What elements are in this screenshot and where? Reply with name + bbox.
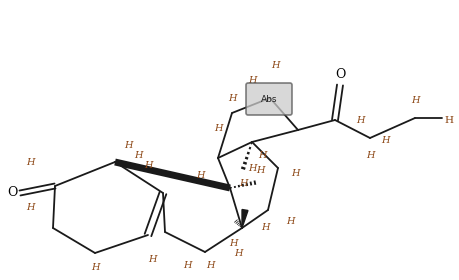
Text: H: H bbox=[366, 151, 374, 160]
Text: H: H bbox=[229, 239, 237, 248]
Text: H: H bbox=[214, 123, 222, 132]
Polygon shape bbox=[242, 209, 248, 228]
Text: H: H bbox=[411, 95, 419, 104]
Text: Abs: Abs bbox=[261, 95, 277, 104]
Text: H: H bbox=[239, 179, 247, 188]
Text: H: H bbox=[234, 249, 242, 258]
Text: H: H bbox=[26, 204, 34, 213]
Text: H: H bbox=[291, 169, 299, 178]
Text: H: H bbox=[248, 76, 256, 85]
Text: H: H bbox=[206, 260, 214, 269]
Text: H: H bbox=[91, 263, 99, 272]
Text: O: O bbox=[7, 186, 17, 200]
Text: H: H bbox=[286, 218, 294, 227]
Text: H: H bbox=[228, 94, 236, 102]
Text: H: H bbox=[271, 60, 279, 69]
Text: H: H bbox=[261, 223, 269, 232]
Text: H: H bbox=[444, 116, 453, 125]
Text: O: O bbox=[335, 67, 345, 81]
Text: H: H bbox=[124, 141, 132, 150]
Text: H: H bbox=[183, 260, 191, 269]
Text: H: H bbox=[258, 151, 266, 160]
Text: H: H bbox=[381, 136, 389, 144]
Text: H: H bbox=[248, 164, 256, 172]
FancyBboxPatch shape bbox=[246, 83, 292, 115]
Text: H: H bbox=[148, 255, 156, 265]
Text: H: H bbox=[356, 116, 364, 125]
Text: H: H bbox=[26, 158, 34, 167]
Text: H: H bbox=[134, 151, 142, 160]
Text: H: H bbox=[144, 160, 152, 169]
Text: H: H bbox=[196, 171, 204, 179]
Text: H: H bbox=[256, 165, 264, 174]
